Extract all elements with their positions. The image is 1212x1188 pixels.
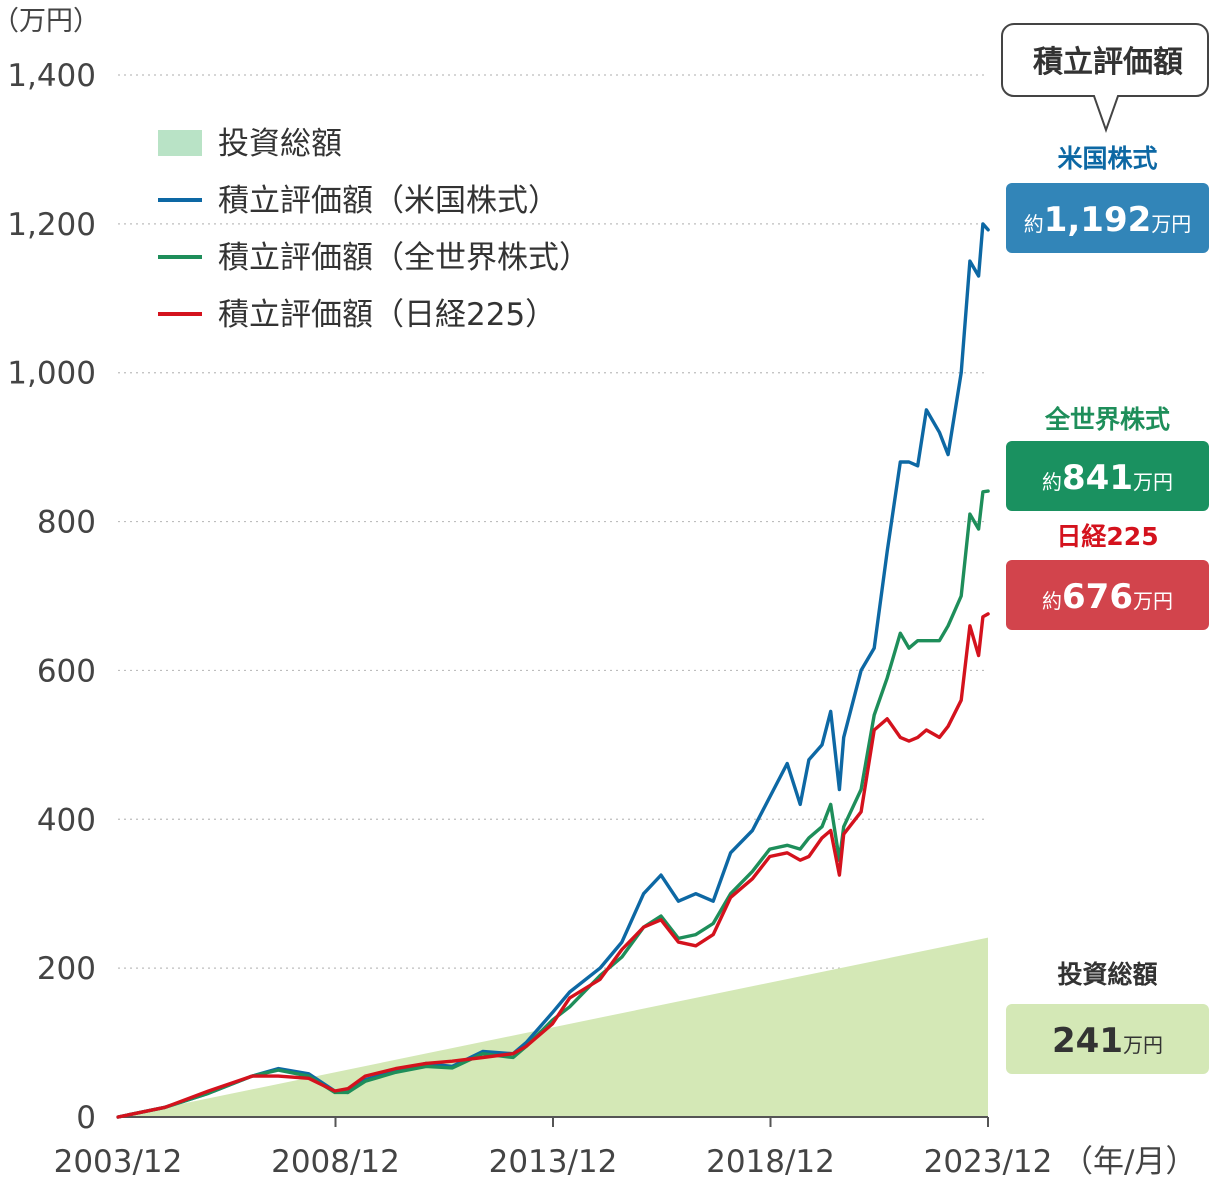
series-lines bbox=[116, 222, 990, 1119]
badge-series-label: 投資総額 bbox=[1057, 960, 1157, 989]
badge-box bbox=[1006, 1004, 1209, 1074]
y-tick-label: 200 bbox=[37, 951, 96, 987]
final-value-badges: 投資総額241万円米国株式約1,192万円全世界株式約841万円日経225約67… bbox=[1006, 144, 1209, 1074]
legend-label: 投資総額 bbox=[218, 126, 342, 162]
y-tick-label: 800 bbox=[37, 505, 96, 541]
y-tick-label: 1,400 bbox=[7, 58, 96, 94]
area-layer bbox=[118, 937, 988, 1117]
badge-value-text: 241万円 bbox=[1052, 1021, 1163, 1061]
x-tick-label: 2003/12 bbox=[54, 1144, 183, 1180]
badge-value: 841 bbox=[1062, 458, 1133, 498]
axes bbox=[118, 1116, 989, 1127]
badge-value-text: 約841万円 bbox=[1042, 458, 1173, 498]
area-investment-total bbox=[118, 937, 988, 1117]
legend-label: 積立評価額（日経225） bbox=[218, 297, 556, 333]
legend-swatch-area bbox=[158, 130, 202, 156]
badge-prefix: 約 bbox=[1042, 470, 1062, 494]
badge-prefix: 約 bbox=[1024, 212, 1044, 236]
badge-unit: 万円 bbox=[1123, 1033, 1163, 1057]
callout-bubble bbox=[1001, 23, 1209, 134]
axis-labels: （万円） （年/月） 0 200 400 600 800 1,000 1,200 1,400 2… bbox=[0, 6, 1196, 1180]
grid-lines bbox=[118, 74, 988, 969]
x-tick-label: 2023/12 bbox=[924, 1144, 1053, 1180]
callout: 積立評価額 bbox=[1001, 23, 1209, 134]
badge-series-label: 全世界株式 bbox=[1044, 405, 1170, 434]
badge-box bbox=[1006, 441, 1209, 511]
badge-series-label: 米国株式 bbox=[1057, 144, 1157, 173]
y-tick-label: 600 bbox=[37, 653, 96, 689]
y-tick-label: 0 bbox=[76, 1100, 96, 1136]
series-line bbox=[116, 489, 990, 1119]
badge-series-label: 日経225 bbox=[1056, 522, 1158, 551]
y-unit-label: （万円） bbox=[0, 6, 100, 37]
callout-title: 積立評価額 bbox=[1033, 45, 1183, 80]
legend-label: 積立評価額（全世界株式） bbox=[218, 240, 590, 276]
badge-unit: 万円 bbox=[1151, 212, 1191, 236]
x-unit-label: （年/月） bbox=[1062, 1144, 1196, 1180]
x-tick-label: 2018/12 bbox=[706, 1144, 835, 1180]
y-tick-label: 1,000 bbox=[7, 356, 96, 392]
badge-value: 676 bbox=[1062, 577, 1133, 617]
x-tick-label: 2013/12 bbox=[489, 1144, 618, 1180]
badge-unit: 万円 bbox=[1133, 470, 1173, 494]
badge-box bbox=[1006, 183, 1209, 253]
y-tick-label: 1,200 bbox=[7, 207, 96, 243]
badge-box bbox=[1006, 560, 1209, 630]
badge-unit: 万円 bbox=[1133, 589, 1173, 613]
badge-value-text: 約1,192万円 bbox=[1024, 200, 1192, 240]
badge-prefix: 約 bbox=[1042, 589, 1062, 613]
series-line bbox=[116, 612, 990, 1119]
badge-value: 1,192 bbox=[1044, 200, 1152, 240]
y-tick-label: 400 bbox=[37, 802, 96, 838]
x-tick-label: 2008/12 bbox=[271, 1144, 400, 1180]
legend-label: 積立評価額（米国株式） bbox=[218, 183, 559, 219]
badge-value: 241 bbox=[1052, 1021, 1123, 1061]
badge-value-text: 約676万円 bbox=[1042, 577, 1173, 617]
